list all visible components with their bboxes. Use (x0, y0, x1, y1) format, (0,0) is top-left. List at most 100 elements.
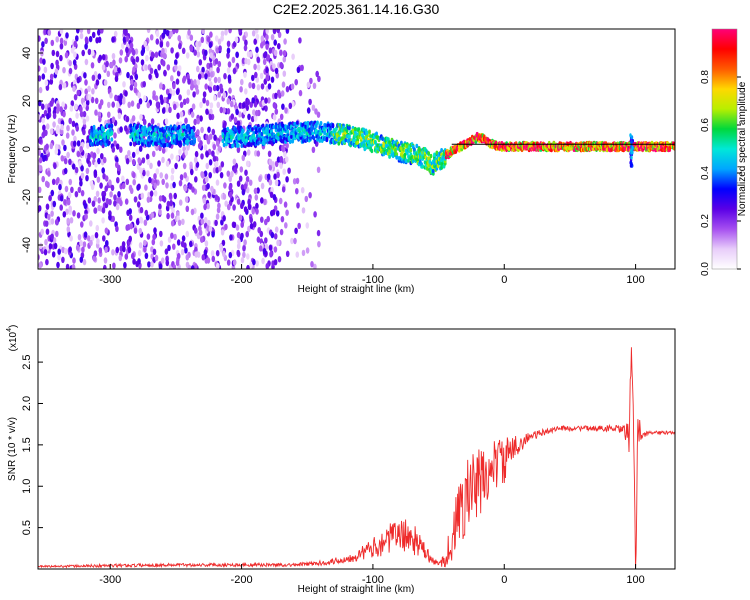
spectrogram-noise-cell (76, 89, 81, 97)
spectrogram-noise-cell (215, 47, 220, 54)
spectrogram-noise-cell (67, 231, 71, 238)
spectrogram-noise-cell (79, 32, 84, 40)
spectrogram-noise-cell (264, 237, 268, 244)
spectrogram-noise-cell (138, 242, 143, 249)
snr-x-title: Height of straight line (km) (298, 584, 415, 595)
spectrogram-noise-cell (118, 254, 123, 262)
spectrogram-noise-cell (144, 209, 149, 217)
spectrogram-ridge-cell (110, 123, 114, 129)
spectrogram-noise-cell (96, 238, 100, 245)
spectrogram-noise-cell (159, 172, 163, 179)
spectrogram-noise-cell (68, 67, 73, 75)
spectrogram-noise-cell (174, 29, 179, 34)
spectrogram-noise-cell (146, 158, 151, 166)
spectrogram-noise-cell (243, 44, 248, 52)
spectrogram-noise-cell (222, 250, 226, 258)
spectrogram-ridge-cell (167, 136, 171, 141)
spectrogram-noise-cell (224, 200, 228, 207)
spectrogram-noise-cell (242, 245, 246, 252)
spectrogram-noise-cell (205, 162, 210, 170)
spectrogram-ridge-cell (368, 129, 371, 134)
spectrogram-noise-cell (180, 240, 185, 248)
svg-text:(x104): (x104) (6, 325, 19, 352)
spectrogram-noise-cell (194, 251, 198, 258)
spectrogram-noise-cell (84, 36, 89, 43)
spectrogram-noise-cell (115, 225, 119, 232)
spectrogram-noise-cell (118, 57, 123, 64)
spectrogram-noise-cell (179, 111, 184, 118)
spectrogram-noise-cell (92, 152, 97, 159)
snr-background (38, 329, 675, 569)
spectrogram-noise-cell (243, 71, 247, 78)
spectrogram-noise-cell (240, 184, 245, 191)
spectrogram-noise-cell (97, 36, 102, 43)
spectrogram-noise-cell (178, 94, 182, 101)
spectrogram-noise-cell (121, 182, 126, 190)
spectrogram-noise-cell (85, 104, 89, 112)
spectrogram-ridge-cell (131, 131, 135, 136)
spectrogram-noise-cell (183, 185, 188, 192)
spectrogram-noise-cell (93, 196, 98, 203)
spectrogram-noise-cell (101, 54, 106, 61)
spectrogram-noise-cell (108, 214, 112, 221)
spectrogram-noise-cell (278, 197, 283, 205)
spectrogram-noise-cell (284, 107, 288, 114)
spectrogram-noise-cell (240, 78, 244, 86)
spectrogram-noise-cell (83, 231, 88, 238)
spectrogram-ridge-cell (236, 143, 240, 148)
spectrogram-noise-cell (65, 32, 69, 39)
spectrogram-noise-cell (194, 150, 199, 158)
spectrogram-noise-cell (104, 175, 109, 182)
spectrogram-noise-cell (260, 35, 265, 42)
spectrogram-noise-cell (46, 181, 50, 188)
spectrogram-ridge-cell (353, 126, 357, 132)
snr-series-line (38, 347, 675, 569)
spectrogram-ridge-cell (394, 148, 397, 153)
spectrogram-noise-cell (165, 182, 169, 189)
spectrogram-ridge-cell (143, 125, 147, 130)
spectrogram-noise-cell (268, 47, 273, 54)
y-tick-label: -40 (21, 237, 33, 253)
spectrogram-noise-cell (227, 61, 232, 68)
spectrogram-noise-cell (227, 203, 231, 211)
spectrogram-noise-cell (266, 215, 271, 223)
snr-y-axis: 0.5 1.0 1.5 2.0 2.5 (21, 354, 43, 535)
spectrogram-noise-cell (200, 126, 204, 134)
spectrogram-noise-cell (90, 96, 95, 104)
spectrogram-noise-cell (111, 146, 116, 153)
spectrogram-noise-cell (54, 68, 59, 75)
x-tick-label: 100 (626, 274, 644, 286)
spectrogram-ridge-cell (358, 130, 362, 135)
spectrogram-noise-cell (280, 90, 285, 97)
spectrogram-noise-cell (55, 50, 60, 58)
spectrogram-noise-cell (296, 202, 300, 209)
spectrogram-noise-cell (152, 233, 156, 241)
spectrogram-noise-cell (233, 166, 237, 174)
spectrogram-noise-cell (162, 52, 167, 59)
spectrogram-noise-cell (273, 173, 277, 180)
spectrogram-noise-cell (163, 69, 167, 77)
spectrogram-ridge-cell (290, 134, 293, 140)
spectrogram-noise-cell (85, 115, 90, 122)
spectrogram-noise-cell (59, 29, 64, 35)
spectrogram-noise-cell (260, 216, 264, 223)
spectrogram-noise-cell (217, 60, 222, 68)
spectrogram-noise-cell (127, 101, 131, 109)
spectrogram-noise-cell (116, 177, 120, 184)
spectrogram-ridge-cell (365, 130, 369, 135)
spectrogram-noise-cell (177, 35, 181, 42)
spectrogram-noise-cell (84, 79, 88, 86)
spectrogram-noise-cell (181, 218, 185, 225)
spectrogram-noise-cell (268, 179, 273, 186)
spectrogram-noise-cell (129, 187, 134, 194)
spectrogram-y-axis: -40 -20 0 20 40 (21, 47, 43, 253)
spectrogram-ridge-cell (319, 121, 323, 126)
spectrogram-noise-cell (90, 62, 95, 69)
spectrogram-noise-cell (83, 202, 88, 209)
spectrogram-noise-cell (271, 209, 276, 216)
spectrogram-noise-cell (279, 228, 284, 236)
spectrogram-noise-cell (228, 29, 232, 34)
spectrogram-noise-cell (47, 170, 51, 177)
spectrogram-ridge-cell (241, 129, 245, 134)
spectrogram-noise-cell (43, 66, 48, 74)
